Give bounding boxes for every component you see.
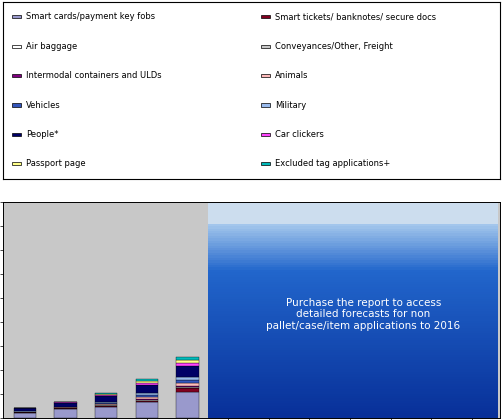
Bar (176, 366, 199, 377)
Bar (262, 103, 270, 107)
Text: Smart tickets/ banknotes/ secure docs: Smart tickets/ banknotes/ secure docs (276, 12, 437, 21)
Bar (13, 15, 21, 18)
Bar (136, 401, 158, 402)
Text: Passport page: Passport page (27, 160, 86, 168)
Bar (54, 402, 76, 407)
Bar (95, 407, 117, 418)
Text: Smart cards/payment key fobs: Smart cards/payment key fobs (27, 12, 155, 21)
Bar (262, 74, 270, 77)
Bar (176, 391, 199, 418)
Text: Car clickers: Car clickers (276, 130, 324, 139)
Bar (95, 394, 117, 395)
Bar (176, 357, 199, 360)
Bar (262, 162, 270, 165)
Text: Animals: Animals (276, 71, 309, 80)
Bar (13, 103, 21, 107)
Text: Vehicles: Vehicles (27, 100, 61, 110)
Bar (95, 403, 117, 404)
Bar (176, 388, 199, 391)
Bar (13, 74, 21, 77)
Bar (262, 133, 270, 136)
Bar (136, 393, 158, 395)
Bar (95, 402, 117, 403)
Bar (136, 402, 158, 418)
Bar (176, 388, 199, 389)
Text: People*: People* (27, 130, 59, 139)
Bar (136, 385, 158, 393)
Text: Military: Military (276, 100, 307, 110)
Bar (95, 404, 117, 405)
Bar (176, 383, 199, 386)
Bar (95, 396, 117, 402)
Bar (176, 380, 199, 383)
Bar (54, 408, 76, 409)
Bar (176, 360, 199, 363)
Bar (176, 386, 199, 387)
Text: Conveyances/Other, Freight: Conveyances/Other, Freight (276, 42, 393, 51)
Bar (95, 405, 117, 406)
Bar (176, 377, 199, 380)
Bar (176, 387, 199, 388)
Bar (54, 409, 76, 418)
Text: Excluded tag applications+: Excluded tag applications+ (276, 160, 391, 168)
Bar (95, 395, 117, 396)
Bar (14, 412, 36, 418)
Bar (262, 45, 270, 48)
Bar (136, 395, 158, 397)
Bar (136, 399, 158, 400)
Bar (136, 397, 158, 399)
Bar (176, 363, 199, 366)
Bar (13, 162, 21, 165)
Bar (136, 381, 158, 383)
Bar (136, 383, 158, 385)
Text: Purchase the report to access
detailed forecasts for non
pallet/case/item applic: Purchase the report to access detailed f… (267, 298, 461, 331)
Bar (262, 15, 270, 18)
Bar (14, 408, 36, 412)
Bar (13, 133, 21, 136)
Bar (136, 378, 158, 381)
Bar (95, 406, 117, 407)
Bar (13, 45, 21, 48)
Bar (95, 393, 117, 394)
Text: Intermodal containers and ULDs: Intermodal containers and ULDs (27, 71, 162, 80)
Text: Air baggage: Air baggage (27, 42, 77, 51)
